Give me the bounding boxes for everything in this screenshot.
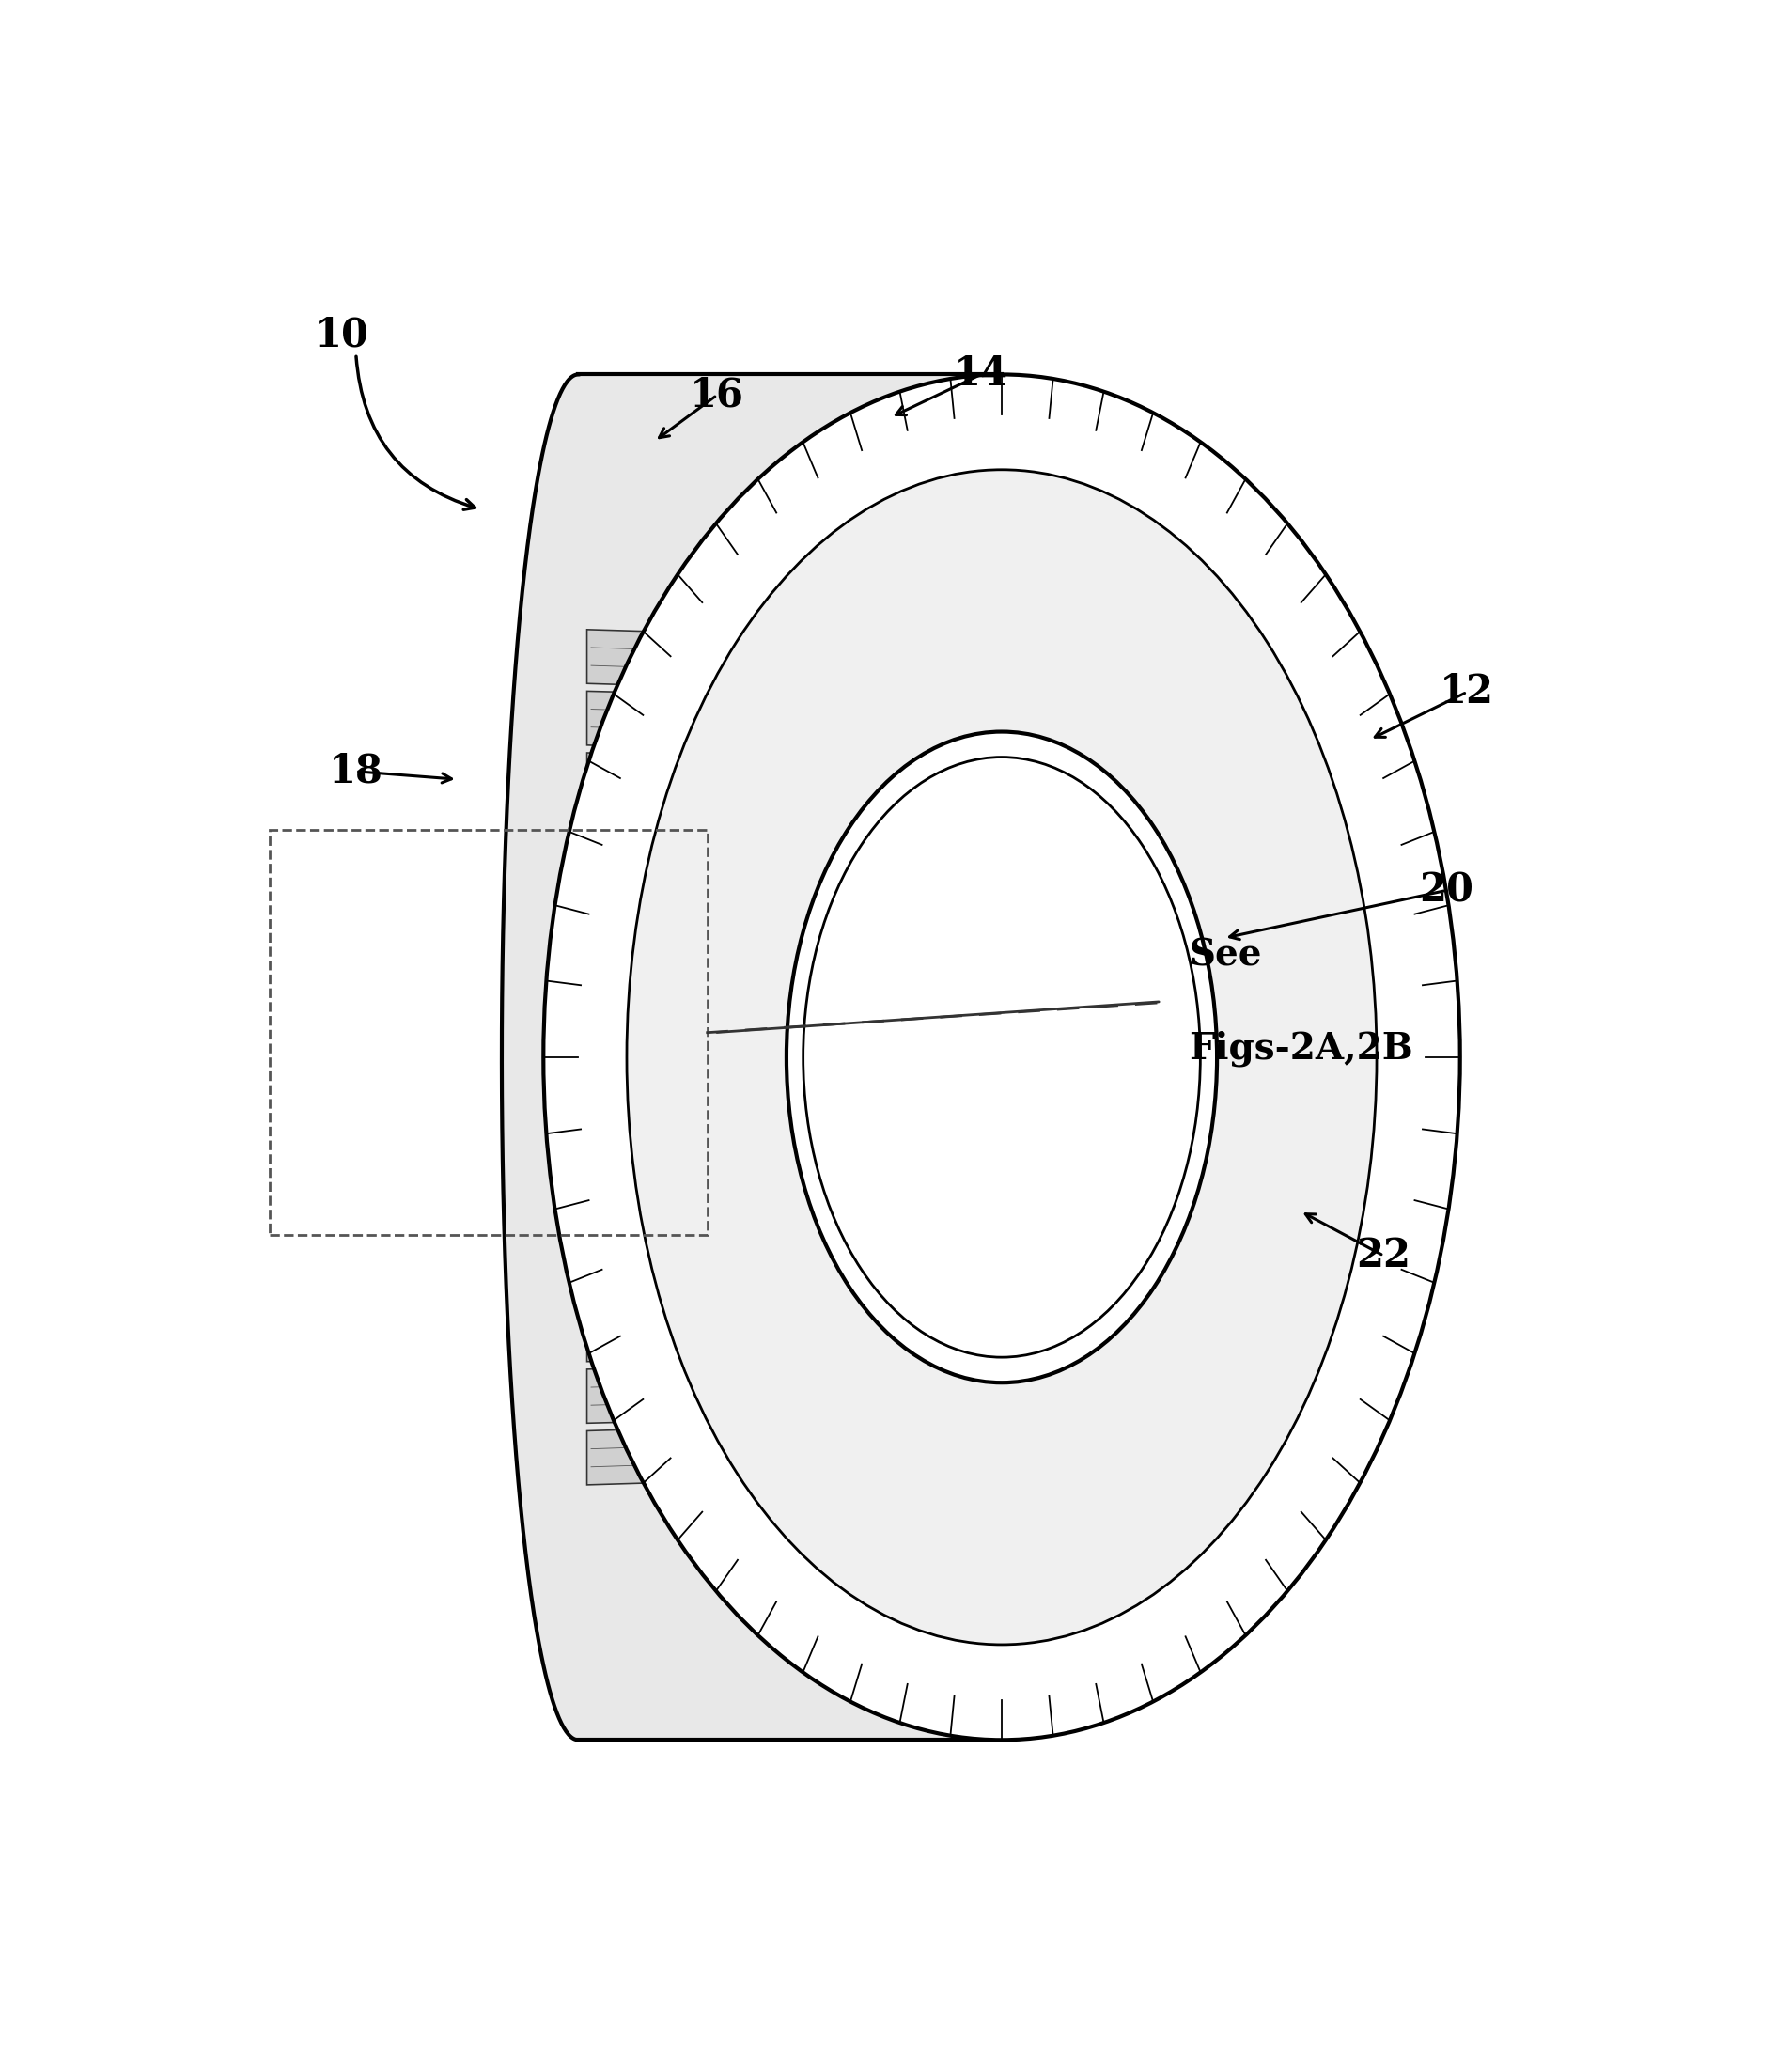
Polygon shape: [1131, 408, 1210, 480]
Text: 22: 22: [1357, 1235, 1410, 1276]
Polygon shape: [502, 375, 1460, 1740]
Polygon shape: [588, 814, 715, 870]
Polygon shape: [588, 753, 715, 810]
Text: 18: 18: [328, 753, 383, 792]
Polygon shape: [677, 505, 756, 600]
FancyArrowPatch shape: [1305, 1215, 1382, 1254]
Polygon shape: [588, 1365, 715, 1423]
Polygon shape: [860, 384, 937, 441]
Polygon shape: [566, 746, 631, 858]
Polygon shape: [1376, 1258, 1437, 1367]
Polygon shape: [1192, 450, 1271, 534]
Polygon shape: [548, 845, 606, 957]
Polygon shape: [1249, 1518, 1326, 1610]
Ellipse shape: [787, 732, 1217, 1384]
Polygon shape: [593, 1353, 663, 1458]
Polygon shape: [1297, 1439, 1373, 1540]
FancyArrowPatch shape: [1374, 693, 1464, 736]
Polygon shape: [588, 691, 715, 749]
Polygon shape: [1339, 656, 1410, 763]
Text: 10: 10: [315, 315, 369, 355]
Text: 16: 16: [690, 375, 744, 414]
Text: Figs-2A,2B: Figs-2A,2B: [1190, 1031, 1414, 1066]
Polygon shape: [1192, 1584, 1271, 1666]
Polygon shape: [733, 1584, 812, 1666]
Polygon shape: [588, 629, 715, 687]
Polygon shape: [1247, 505, 1326, 600]
Text: 14: 14: [953, 355, 1009, 394]
Text: See: See: [1190, 938, 1262, 973]
Ellipse shape: [803, 757, 1201, 1357]
FancyArrowPatch shape: [358, 771, 452, 784]
Polygon shape: [566, 1258, 627, 1367]
Polygon shape: [930, 375, 1002, 417]
Polygon shape: [631, 1439, 706, 1540]
Polygon shape: [631, 575, 708, 676]
Polygon shape: [1002, 1701, 1073, 1740]
FancyArrowPatch shape: [357, 357, 475, 509]
Polygon shape: [677, 1518, 754, 1610]
Polygon shape: [588, 1243, 715, 1299]
FancyArrowPatch shape: [659, 396, 715, 437]
Ellipse shape: [627, 470, 1376, 1645]
Polygon shape: [588, 1427, 715, 1485]
FancyArrowPatch shape: [1229, 891, 1444, 940]
Polygon shape: [1131, 1637, 1210, 1707]
Polygon shape: [1066, 384, 1143, 441]
Polygon shape: [548, 1159, 602, 1268]
Polygon shape: [1340, 1353, 1410, 1458]
Polygon shape: [733, 450, 812, 534]
Text: 12: 12: [1439, 672, 1495, 711]
Polygon shape: [588, 1305, 715, 1361]
Polygon shape: [1401, 1159, 1455, 1268]
Polygon shape: [1002, 375, 1073, 417]
Polygon shape: [593, 656, 665, 763]
Polygon shape: [930, 1701, 1002, 1740]
Polygon shape: [860, 1676, 935, 1732]
Polygon shape: [1296, 575, 1373, 676]
Text: 20: 20: [1419, 870, 1473, 909]
Polygon shape: [794, 1637, 873, 1707]
Ellipse shape: [543, 375, 1460, 1740]
FancyArrowPatch shape: [896, 375, 978, 414]
Polygon shape: [1373, 746, 1437, 858]
Polygon shape: [794, 408, 873, 480]
Polygon shape: [1398, 845, 1455, 957]
Polygon shape: [1068, 1676, 1143, 1732]
